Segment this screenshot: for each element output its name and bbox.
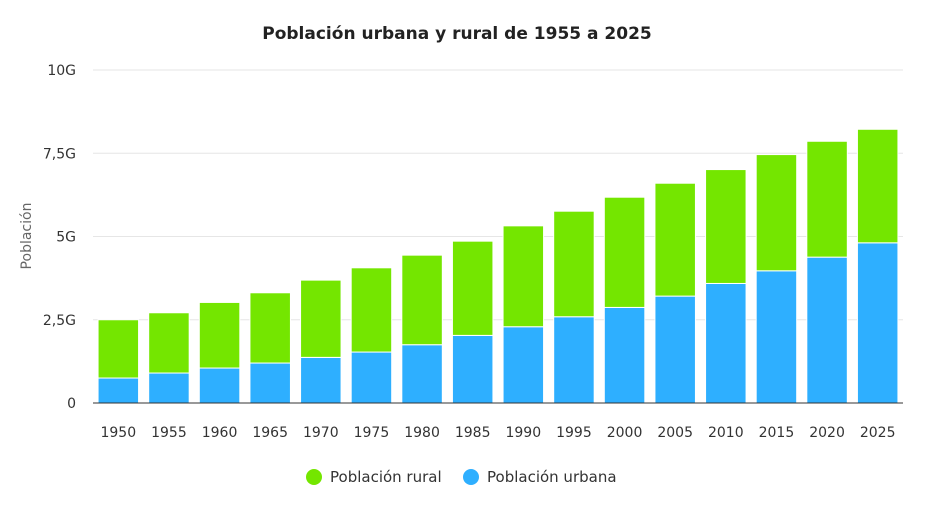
y-tick-label: 2,5G <box>43 313 76 329</box>
legend-label: Población urbana <box>487 468 617 486</box>
bar-poblacion-rural-2015[interactable] <box>755 154 798 272</box>
bar-poblacion-urbana-2005[interactable] <box>654 295 696 404</box>
x-tick-label: 1960 <box>202 425 238 441</box>
legend-marker <box>306 469 322 485</box>
bar-poblacion-rural-2020[interactable] <box>806 140 848 258</box>
x-tick-label: 1950 <box>100 425 136 441</box>
x-tick-label: 1995 <box>556 425 592 441</box>
bar-poblacion-urbana-1985[interactable] <box>451 334 494 404</box>
x-tick-label: 1975 <box>354 425 390 441</box>
x-tick-label: 2005 <box>657 425 693 441</box>
y-tick-label: 0 <box>67 396 76 412</box>
bar-poblacion-urbana-1950[interactable] <box>97 377 140 404</box>
bar-poblacion-rural-2005[interactable] <box>654 182 696 297</box>
bar-poblacion-rural-1975[interactable] <box>350 267 393 353</box>
bar-poblacion-urbana-1995[interactable] <box>553 316 595 404</box>
y-axis-ticks: 0 2,5G 5G 7,5G 10G <box>43 63 76 412</box>
x-tick-label: 1980 <box>404 425 440 441</box>
bar-poblacion-urbana-2015[interactable] <box>755 270 798 404</box>
bar-poblacion-urbana-1960[interactable] <box>198 367 241 404</box>
x-tick-label: 1955 <box>151 425 187 441</box>
bar-poblacion-rural-1965[interactable] <box>249 292 291 364</box>
x-axis-ticks: 1950 1955 1960 1965 1970 1975 1980 1985 1990 1995… <box>100 425 895 441</box>
bar-poblacion-urbana-2020[interactable] <box>806 256 848 404</box>
bar-poblacion-rural-1970[interactable] <box>300 279 342 358</box>
bar-poblacion-urbana-1980[interactable] <box>401 344 443 404</box>
bar-poblacion-rural-2025[interactable] <box>856 128 899 244</box>
bars <box>97 128 899 404</box>
bar-poblacion-rural-2000[interactable] <box>603 196 646 308</box>
x-tick-label: 2020 <box>809 425 845 441</box>
bar-poblacion-urbana-2010[interactable] <box>705 282 747 404</box>
y-tick-label: 10G <box>47 63 76 79</box>
bar-poblacion-rural-1995[interactable] <box>553 210 595 318</box>
legend[interactable]: Población rural Población urbana <box>306 468 617 486</box>
x-tick-label: 2015 <box>759 425 795 441</box>
bar-poblacion-rural-2010[interactable] <box>705 169 747 284</box>
chart-title: Población urbana y rural de 1955 a 2025 <box>262 24 651 44</box>
x-tick-label: 2000 <box>607 425 643 441</box>
bar-poblacion-urbana-1970[interactable] <box>300 356 342 404</box>
bar-poblacion-rural-1985[interactable] <box>451 240 494 336</box>
legend-item-poblacion-urbana[interactable]: Población urbana <box>463 468 617 486</box>
bar-poblacion-rural-1990[interactable] <box>502 225 545 328</box>
legend-marker <box>463 469 479 485</box>
bar-poblacion-urbana-1965[interactable] <box>249 362 291 404</box>
x-tick-label: 1985 <box>455 425 491 441</box>
y-tick-label: 5G <box>56 230 76 246</box>
bar-poblacion-urbana-2025[interactable] <box>856 242 899 404</box>
bar-poblacion-urbana-2000[interactable] <box>603 306 646 404</box>
bar-poblacion-rural-1950[interactable] <box>97 319 140 379</box>
bar-poblacion-urbana-1990[interactable] <box>502 326 545 404</box>
bar-poblacion-urbana-1955[interactable] <box>148 372 190 404</box>
x-tick-label: 2025 <box>860 425 896 441</box>
legend-item-poblacion-rural[interactable]: Población rural <box>306 468 442 486</box>
y-tick-label: 7,5G <box>43 146 76 162</box>
x-tick-label: 1965 <box>252 425 288 441</box>
x-tick-label: 1970 <box>303 425 339 441</box>
x-tick-label: 1990 <box>505 425 541 441</box>
bar-poblacion-rural-1960[interactable] <box>198 301 241 369</box>
bar-poblacion-rural-1980[interactable] <box>401 254 443 346</box>
bar-poblacion-rural-1955[interactable] <box>148 312 190 374</box>
bar-poblacion-urbana-1975[interactable] <box>350 351 393 404</box>
y-axis-title: Población <box>19 203 35 270</box>
legend-label: Población rural <box>330 468 442 486</box>
x-tick-label: 2010 <box>708 425 744 441</box>
